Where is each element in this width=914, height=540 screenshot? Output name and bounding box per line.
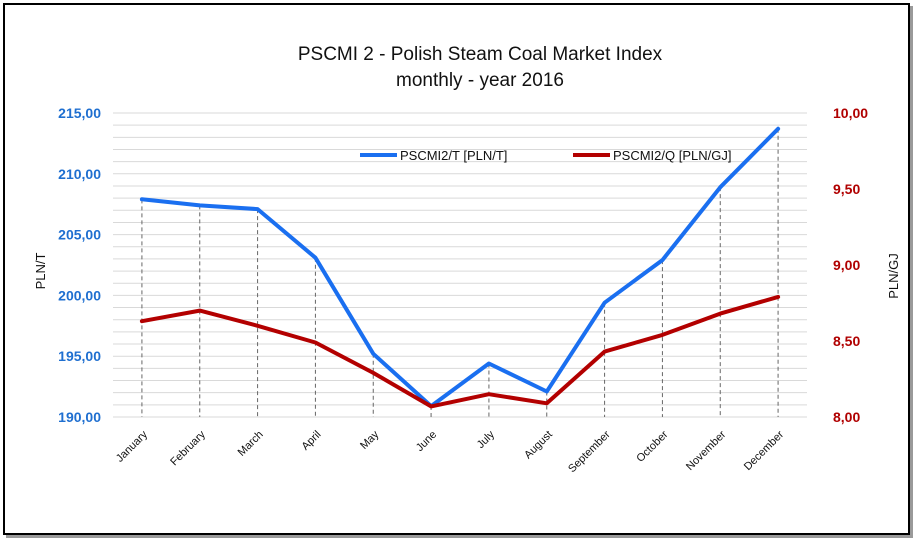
chart-title: PSCMI 2 - Polish Steam Coal Market Index <box>298 44 663 65</box>
x-tick-label: September <box>566 428 613 475</box>
grid-lines <box>113 112 807 418</box>
x-tick-label: June <box>414 429 439 454</box>
x-ticks: January February March April May June July Augu… <box>114 428 787 475</box>
series-lines <box>139 126 781 409</box>
x-tick-label: December <box>742 428 787 473</box>
x-tick-label: April <box>299 429 323 453</box>
legend-label-pscmi2-q: PSCMI2/Q [PLN/GJ] <box>613 148 731 163</box>
x-tick-label: July <box>475 428 498 451</box>
x-tick-label: March <box>236 429 266 459</box>
x-tick-label: February <box>168 428 208 468</box>
y2-tick-label: 10,00 <box>833 105 868 121</box>
y-tick-label: 210,00 <box>58 166 101 182</box>
series-line-pscmi2-q <box>139 294 781 409</box>
y2-axis-label: PLN/GJ <box>886 253 901 299</box>
y-axis-label: PLN/T <box>33 253 48 290</box>
chart-subtitle: monthly - year 2016 <box>396 70 564 91</box>
y-tick-label: 195,00 <box>58 348 101 364</box>
y2-tick-label: 9,50 <box>833 181 860 197</box>
y-tick-label: 200,00 <box>58 287 101 303</box>
y-tick-label: 215,00 <box>58 105 101 121</box>
x-tick-label: January <box>114 428 151 465</box>
x-tick-label: May <box>358 428 382 452</box>
drop-lines <box>141 128 779 417</box>
chart-svg: PSCMI 2 - Polish Steam Coal Market Index… <box>33 44 901 475</box>
y-tick-label: 205,00 <box>58 227 101 243</box>
y2-tick-label: 8,00 <box>833 409 860 425</box>
left-y-ticks: 190,00 195,00 200,00 205,00 210,00 215,00 <box>58 105 101 425</box>
legend-label-pscmi2-t: PSCMI2/T [PLN/T] <box>400 148 507 163</box>
legend: PSCMI2/T [PLN/T] PSCMI2/Q [PLN/GJ] <box>360 148 731 163</box>
x-tick-label: August <box>522 429 555 462</box>
y-tick-label: 190,00 <box>58 409 101 425</box>
chart-frame: PSCMI 2 - Polish Steam Coal Market Index… <box>3 3 910 535</box>
x-tick-label: October <box>634 428 670 464</box>
x-tick-label: November <box>684 428 729 473</box>
y2-tick-label: 9,00 <box>833 257 860 273</box>
right-y-ticks: 8,00 8,50 9,00 9,50 10,00 <box>833 105 868 425</box>
y2-tick-label: 8,50 <box>833 333 860 349</box>
series-line-pscmi2-t <box>139 126 781 409</box>
